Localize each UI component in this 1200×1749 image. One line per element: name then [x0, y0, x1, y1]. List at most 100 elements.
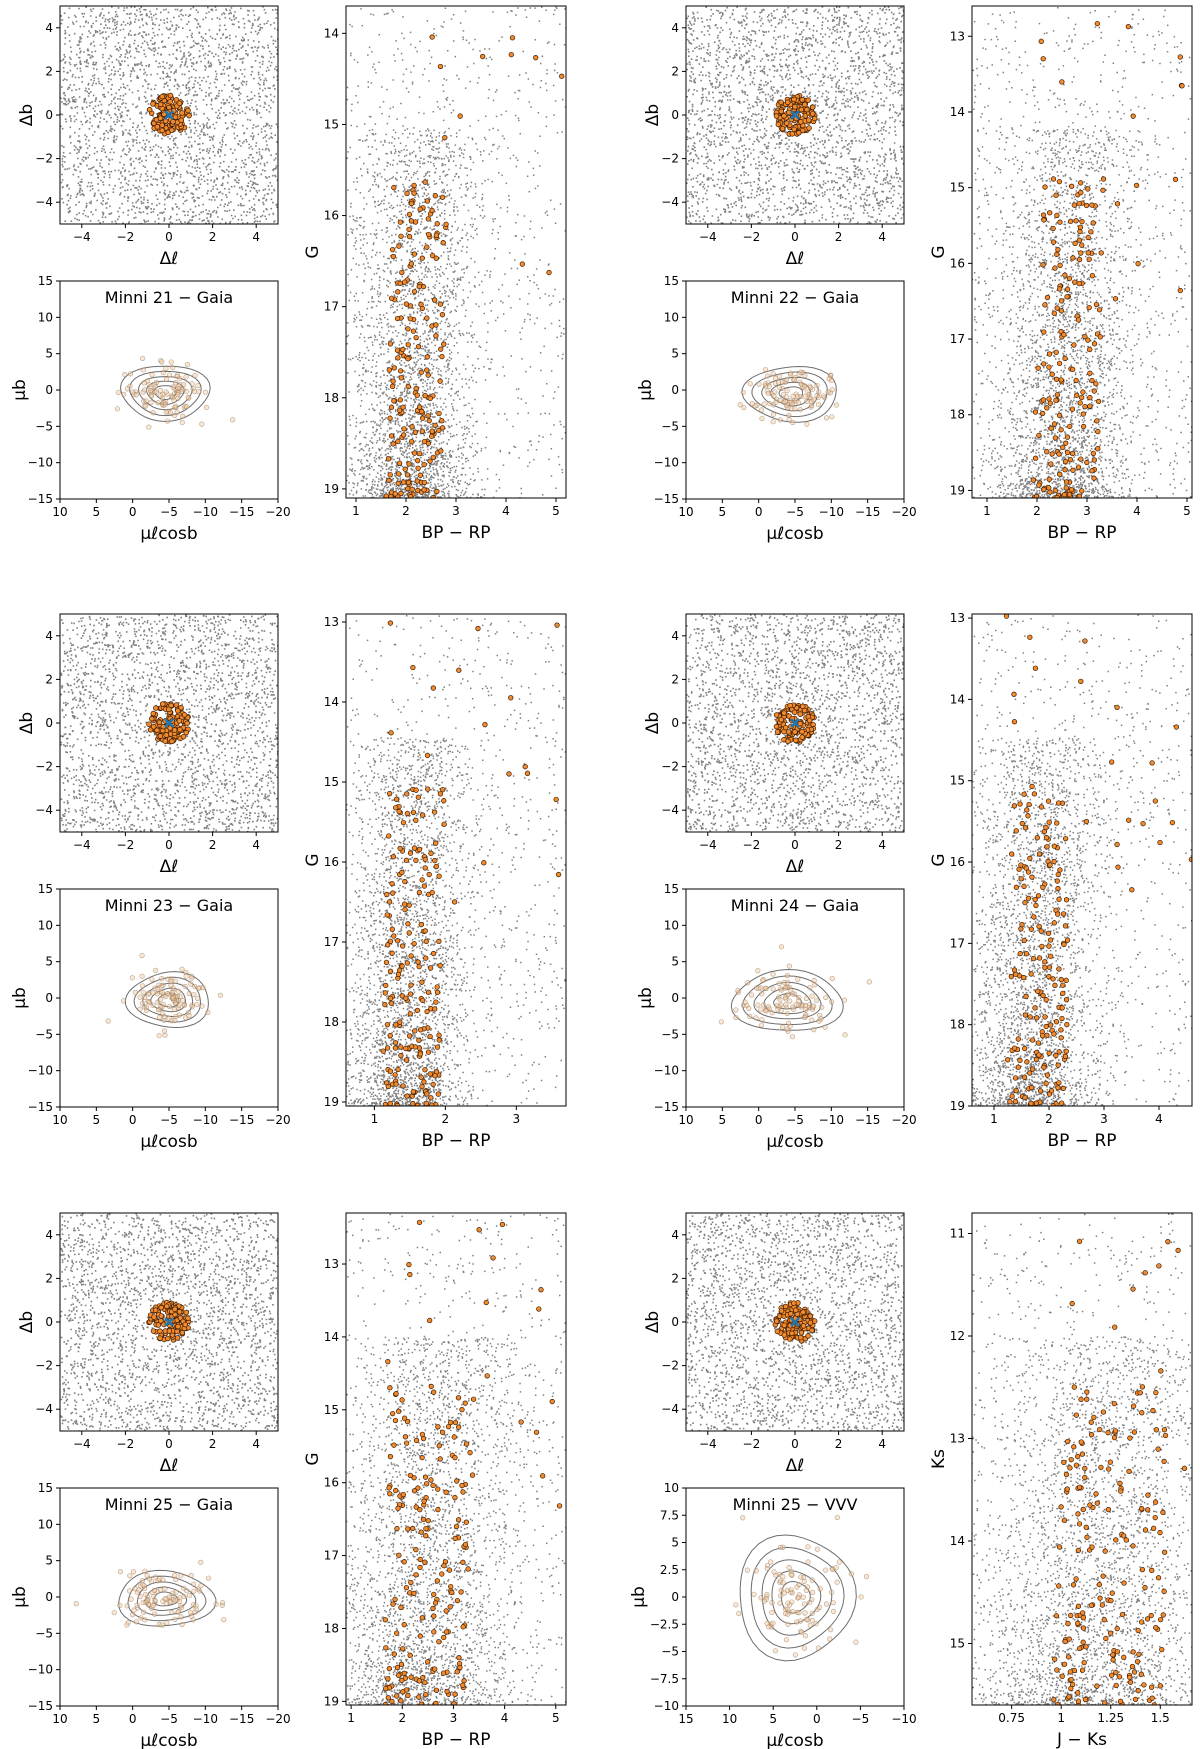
cmd-member-star [1095, 398, 1102, 405]
cmd-member-star [1091, 388, 1097, 394]
pm-star [137, 1594, 143, 1600]
cmd-member-star [1085, 337, 1091, 343]
pm-star [185, 1009, 191, 1016]
cmd-member-star [1049, 451, 1055, 457]
member-star [776, 1313, 783, 1319]
pm-star [801, 1645, 808, 1651]
cmd-member-star [432, 1666, 438, 1672]
member-star [789, 1330, 795, 1336]
pm-star [178, 1603, 184, 1609]
pm-star [148, 399, 154, 406]
pm-star [155, 400, 161, 406]
cmd-member-star [387, 1068, 394, 1074]
cmd-member-star [1082, 1474, 1088, 1481]
pm-star [770, 411, 777, 418]
cmd-member-star [1116, 1674, 1123, 1680]
pm-panel-frame [59, 280, 279, 500]
cmd-member-star [1046, 396, 1052, 402]
cmd-member-star [1051, 1696, 1057, 1703]
cmd-member-star [412, 1028, 418, 1034]
pm-star [181, 1002, 188, 1008]
pm-star [813, 1621, 819, 1627]
pm-star [829, 387, 835, 393]
cmd-member-star [406, 1261, 412, 1268]
pm-star [802, 1610, 808, 1616]
cmd-member-star [436, 427, 442, 434]
cmd-member-star [439, 1429, 446, 1435]
member-star [185, 1315, 191, 1322]
pm-star [166, 372, 173, 378]
pm-star [790, 1006, 797, 1012]
y-axis-label: G [303, 1452, 323, 1465]
panel-title: Minni 25 − Gaia [105, 1495, 233, 1514]
y-tick-label: 0 [671, 108, 679, 122]
cmd-member-star [409, 424, 415, 430]
pm-star [820, 393, 827, 399]
member-star [781, 710, 787, 716]
cmd-member-star [1094, 418, 1100, 424]
pm-star [183, 374, 189, 380]
cmd-member-star [1149, 1567, 1155, 1574]
pm-star [830, 1608, 837, 1614]
y-tick-label: 13 [324, 1257, 339, 1271]
cmd-member-star [1160, 1509, 1166, 1516]
y-tick-label: 0 [45, 1315, 53, 1329]
pm-star [213, 1601, 219, 1607]
cmd-member-star [1035, 988, 1041, 994]
cmd-member-star [436, 938, 442, 945]
cmd-member-star [1140, 820, 1146, 827]
cmd-member-star [391, 365, 397, 371]
y-tick-label: 12 [950, 1329, 965, 1343]
cmd-member-star [1030, 955, 1037, 962]
y-tick-label: 4 [671, 1228, 679, 1242]
cmd-member-star [1022, 1045, 1028, 1052]
cmd-member-star [452, 1494, 458, 1501]
cmd-member-star [406, 226, 412, 233]
pm-star [782, 379, 788, 385]
pm-star [767, 1006, 773, 1012]
cluster-center-marker [790, 1317, 800, 1327]
cmd-member-star [433, 255, 439, 261]
member-star [170, 119, 176, 125]
sky-panel-marks [60, 1213, 278, 1431]
pm-star [184, 361, 191, 368]
pm-star [770, 1620, 776, 1626]
cmd-member-star [475, 625, 481, 632]
y-tick-label: 13 [950, 1432, 965, 1446]
y-tick-label: 17 [324, 300, 339, 314]
y-tick-label: 4 [671, 629, 679, 643]
pm-star [741, 404, 747, 411]
cmd-member-star [556, 1503, 563, 1509]
cmd-member-star [1013, 884, 1020, 890]
cmd-field-stars [346, 1213, 566, 1705]
y-tick-label: 14 [324, 1330, 339, 1344]
cmd-member-star [1069, 183, 1075, 189]
contour-line [119, 365, 211, 423]
cmd-member-star [1076, 256, 1083, 263]
x-tick-label: 4 [1155, 1112, 1163, 1126]
cmd-member-star [524, 770, 531, 776]
contour-line [751, 371, 828, 418]
pm-star [198, 1582, 204, 1589]
cmd-member-star [1117, 1698, 1124, 1704]
pm-star [758, 1595, 764, 1601]
pm-star [777, 1600, 783, 1606]
cmd-member-star [1058, 427, 1064, 433]
cmd-member-star [417, 450, 423, 457]
pm-members [718, 944, 872, 1040]
pm-star [181, 1593, 187, 1599]
y-axis-label: Δb [17, 104, 37, 126]
cmd-member-star [1076, 493, 1083, 498]
x-tick-label: −5 [160, 505, 178, 519]
pm-star [829, 975, 835, 982]
cmd-member-star [426, 418, 432, 424]
cmd-member-star [1047, 400, 1053, 406]
cmd-member-star [429, 1102, 435, 1106]
cmd-member-star [1046, 476, 1052, 482]
cmd-member-star [1137, 1390, 1143, 1396]
cmd-member-star [382, 1001, 388, 1008]
cmd-member-star [1112, 1324, 1118, 1330]
member-star [158, 1313, 165, 1319]
member-star [791, 126, 797, 133]
pm-star [163, 993, 169, 1000]
